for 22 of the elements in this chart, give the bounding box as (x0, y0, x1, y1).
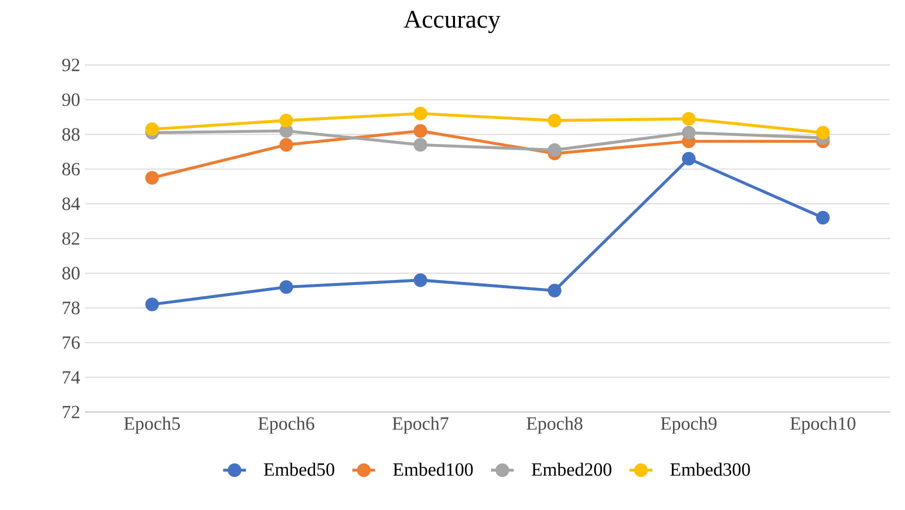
y-tick-label: 82 (62, 232, 80, 245)
y-tick-label: 76 (62, 336, 80, 349)
legend-label: Embed50 (264, 462, 334, 476)
y-tick-label: 78 (62, 302, 80, 314)
y-tick-label: 74 (62, 371, 80, 384)
y-tick-label: 88 (62, 128, 80, 141)
legend-label: Embed200 (532, 462, 612, 476)
x-tick-label: Epoch6 (258, 416, 314, 434)
y-tick-label: 84 (62, 197, 80, 210)
x-tick-label: Epoch9 (660, 416, 717, 434)
y-tick-label: 72 (62, 406, 80, 418)
chart-title: Accuracy (404, 10, 500, 34)
x-tick-label: Epoch10 (790, 416, 856, 434)
y-tick-label: 86 (62, 162, 80, 176)
legend-label: Embed100 (393, 462, 473, 476)
y-tick-label: 80 (62, 266, 80, 280)
y-tick-label: 90 (62, 93, 80, 106)
y-tick-label: 92 (62, 58, 80, 72)
x-tick-label: Epoch7 (392, 416, 448, 434)
x-tick-label: Epoch8 (526, 416, 582, 434)
x-tick-label: Epoch5 (124, 416, 180, 434)
legend-label: Embed300 (670, 462, 750, 476)
